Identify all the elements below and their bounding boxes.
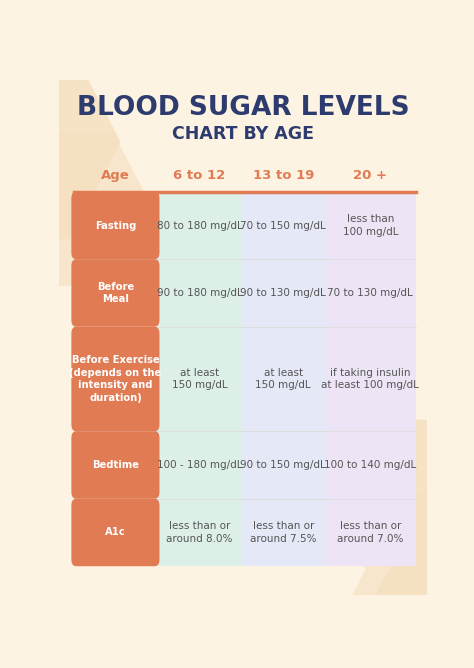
Text: Age: Age <box>101 169 130 182</box>
Polygon shape <box>0 44 120 240</box>
FancyBboxPatch shape <box>72 327 159 432</box>
Text: 100 to 140 mg/dL: 100 to 140 mg/dL <box>324 460 417 470</box>
Text: 70 to 130 mg/dL: 70 to 130 mg/dL <box>328 288 413 298</box>
FancyBboxPatch shape <box>72 432 159 499</box>
Text: CHART BY AGE: CHART BY AGE <box>172 125 314 143</box>
FancyBboxPatch shape <box>72 192 159 259</box>
FancyBboxPatch shape <box>72 499 159 566</box>
Polygon shape <box>326 492 469 646</box>
Text: 70 to 150 mg/dL: 70 to 150 mg/dL <box>240 220 326 230</box>
Text: 90 to 180 mg/dL: 90 to 180 mg/dL <box>156 288 242 298</box>
Text: Fasting: Fasting <box>95 220 136 230</box>
Text: at least
150 mg/dL: at least 150 mg/dL <box>172 367 228 390</box>
Text: 13 to 19: 13 to 19 <box>253 169 314 182</box>
Text: Before
Meal: Before Meal <box>97 282 134 305</box>
Text: Before Exercise
(depends on the
intensity and
duration): Before Exercise (depends on the intensit… <box>69 355 162 403</box>
Text: 100 - 180 mg/dL: 100 - 180 mg/dL <box>157 460 242 470</box>
Text: less than or
around 7.5%: less than or around 7.5% <box>250 521 317 544</box>
FancyBboxPatch shape <box>72 259 159 327</box>
Text: 90 to 150 mg/dL: 90 to 150 mg/dL <box>240 460 326 470</box>
Text: BLOOD SUGAR LEVELS: BLOOD SUGAR LEVELS <box>77 96 409 122</box>
Text: 80 to 180 mg/dL: 80 to 180 mg/dL <box>156 220 242 230</box>
Bar <box>325 192 416 566</box>
Bar <box>158 192 241 566</box>
Text: if taking insulin
at least 100 mg/dL: if taking insulin at least 100 mg/dL <box>321 367 419 390</box>
Polygon shape <box>365 420 474 615</box>
Bar <box>241 192 325 566</box>
Text: 6 to 12: 6 to 12 <box>173 169 226 182</box>
Text: A1c: A1c <box>105 528 126 538</box>
Text: less than or
around 7.0%: less than or around 7.0% <box>337 521 403 544</box>
Text: 20 +: 20 + <box>353 169 387 182</box>
Text: less than
100 mg/dL: less than 100 mg/dL <box>343 214 398 237</box>
Polygon shape <box>9 132 153 286</box>
Text: at least
150 mg/dL: at least 150 mg/dL <box>255 367 311 390</box>
Text: less than or
around 8.0%: less than or around 8.0% <box>166 521 233 544</box>
Text: Bedtime: Bedtime <box>92 460 139 470</box>
Text: 90 to 130 mg/dL: 90 to 130 mg/dL <box>240 288 326 298</box>
